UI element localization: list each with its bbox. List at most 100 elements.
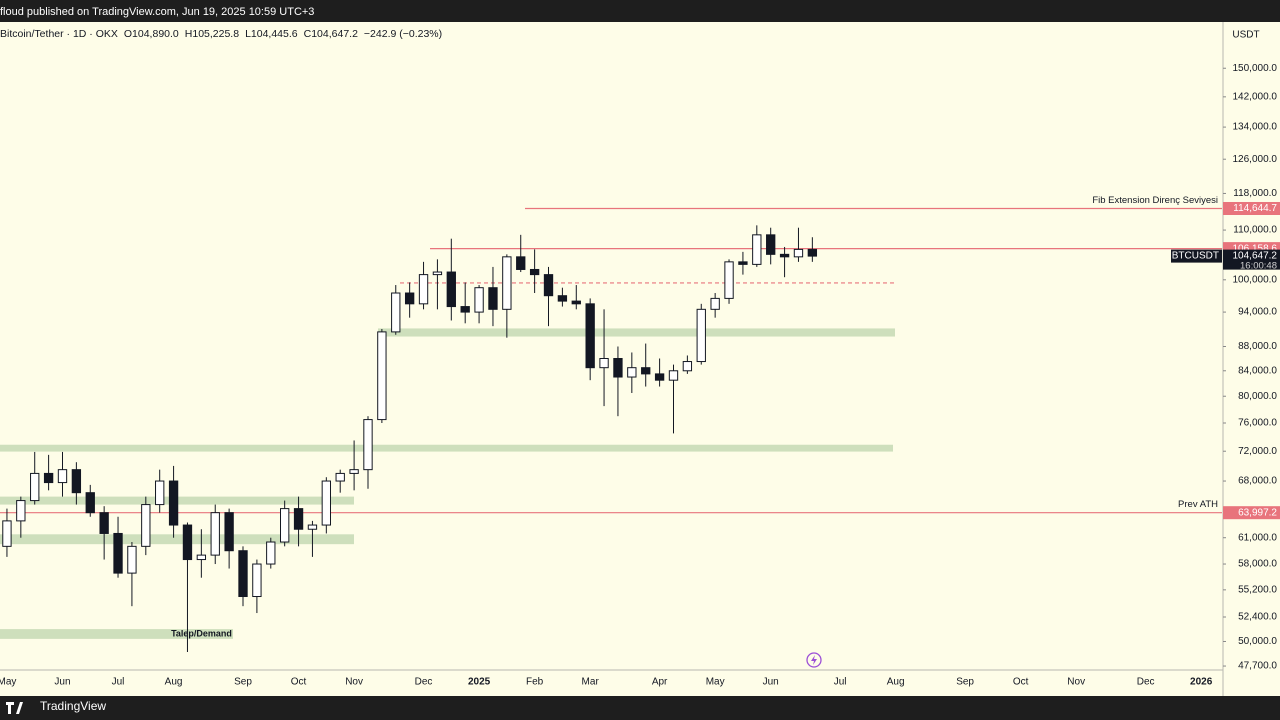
x-tick-label: Jul [834, 677, 847, 688]
x-tick-label: Sep [234, 677, 252, 688]
candle-body [2, 520, 12, 547]
candle-body [543, 274, 554, 297]
x-tick-label: 2026 [1190, 677, 1213, 688]
candle-body [141, 504, 151, 547]
candle-body [293, 508, 304, 530]
candle-body [724, 261, 734, 299]
ohlc-open: O104,890.0 [124, 28, 179, 40]
y-tick-label: 100,000.0 [1233, 274, 1278, 285]
ohlc-close: C104,647.2 [304, 28, 358, 40]
candle-body [71, 469, 82, 494]
candle-body [252, 563, 262, 598]
y-tick-label: 68,000.0 [1238, 476, 1277, 487]
x-tick-label: May [706, 677, 725, 688]
level-name: Prev ATH [1178, 499, 1218, 510]
candle-body [654, 373, 665, 381]
y-tick-label: 134,000.0 [1233, 122, 1278, 133]
candle-body [168, 480, 179, 526]
y-tick-label: 52,400.0 [1238, 612, 1277, 623]
x-tick-label: Feb [526, 677, 544, 688]
candle-body [627, 367, 637, 378]
candle-body [196, 554, 207, 561]
candle-body [349, 469, 359, 474]
candle-body [182, 524, 193, 561]
x-tick-label: Dec [1137, 677, 1155, 688]
symbol-tag [1171, 249, 1222, 263]
x-tick-label: Aug [887, 677, 905, 688]
candle-body [335, 472, 345, 482]
zone-label: Talep/Demand [171, 628, 232, 638]
candle-body [599, 358, 609, 369]
candle-body [155, 480, 165, 506]
x-tick-label: Sep [956, 677, 974, 688]
x-tick-label: Jun [763, 677, 779, 688]
candle-body [793, 248, 804, 258]
ohlc-change: −242.9 (−0.23%) [364, 28, 442, 40]
x-tick-label: Aug [165, 677, 183, 688]
y-tick-label: 50,000.0 [1238, 636, 1277, 647]
candle-body [85, 492, 95, 514]
y-tick-label: 126,000.0 [1233, 154, 1278, 165]
candle-body [710, 297, 720, 310]
alert-icon[interactable] [806, 652, 822, 668]
candle-body [766, 234, 776, 255]
candle-body [210, 512, 220, 556]
candle-body [127, 545, 137, 574]
brand-name: TradingView [40, 699, 106, 713]
candle-body [752, 234, 762, 265]
candle-body [113, 532, 123, 574]
price-badge [1223, 201, 1280, 215]
x-tick-label: May [0, 677, 16, 688]
last-price-label: 104,647.2 [1233, 251, 1278, 262]
candle-body [16, 500, 26, 522]
candle-body [363, 419, 373, 471]
y-tick-label: 80,000.0 [1238, 391, 1277, 402]
candle-body [474, 287, 484, 313]
price-badge-label: 114,644.7 [1233, 203, 1277, 214]
y-tick-label: 118,000.0 [1233, 188, 1277, 199]
x-tick-label: Nov [1067, 677, 1085, 688]
y-tick-label: 72,000.0 [1238, 446, 1277, 457]
candle-body [488, 287, 498, 310]
candle-body [30, 472, 40, 502]
candle-body [391, 292, 401, 333]
candle-body [238, 550, 248, 598]
candle-body [502, 256, 512, 310]
bottom-bar [0, 696, 1280, 720]
x-tick-label: Mar [582, 677, 600, 688]
candle-body [585, 303, 595, 369]
candle-body [224, 512, 234, 552]
candle-body [99, 512, 109, 534]
price-badge [1223, 506, 1280, 520]
symbol-name: Bitcoin/Tether · 1D · OKX [0, 28, 118, 40]
price-badge-label: 106,158.6 [1233, 243, 1278, 254]
candle-body [613, 358, 623, 378]
candle-body [280, 508, 290, 543]
x-tick-label: Oct [1013, 677, 1029, 688]
publish-info: floud published on TradingView.com, Jun … [0, 6, 314, 18]
candle-body [696, 308, 706, 363]
y-tick-label: 58,000.0 [1238, 559, 1277, 570]
x-tick-label: 2025 [468, 677, 491, 688]
x-tick-label: Apr [652, 677, 668, 688]
currency: USDT [1232, 30, 1259, 41]
candle-body [460, 306, 470, 313]
candle-body [266, 541, 276, 565]
level-name: Fib Extension Direnç Seviyesi [1092, 195, 1218, 206]
ohlc-high: H105,225.8 [185, 28, 239, 40]
x-tick-label: Dec [415, 677, 433, 688]
brand-logo [6, 702, 23, 714]
countdown: 16:00:48 [1240, 261, 1277, 272]
zone [0, 629, 233, 639]
y-tick-label: 84,000.0 [1238, 365, 1277, 376]
zone [0, 444, 893, 452]
candle-body [682, 361, 693, 372]
candle-body [807, 248, 818, 257]
zone [378, 328, 895, 337]
alert-icon-bolt [811, 655, 817, 665]
x-tick-label: Nov [345, 677, 363, 688]
x-tick-label: Jun [54, 677, 70, 688]
y-tick-label: 61,000.0 [1238, 532, 1277, 543]
